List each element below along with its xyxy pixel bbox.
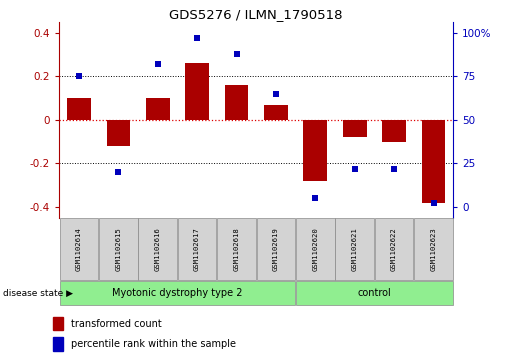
Text: GSM1102616: GSM1102616 (154, 227, 161, 270)
Point (153, 61, 162, 67)
Text: GSM1102623: GSM1102623 (431, 227, 437, 270)
Text: GSM1102620: GSM1102620 (312, 227, 318, 270)
Bar (335, 218, 374, 280)
Text: percentile rank within the sample: percentile rank within the sample (71, 339, 236, 349)
Text: disease state ▶: disease state ▶ (3, 289, 73, 298)
Bar (303, 120, 327, 181)
Bar (217, 218, 256, 280)
Bar (60, 281, 295, 305)
Bar (296, 281, 453, 305)
Text: Myotonic dystrophy type 2: Myotonic dystrophy type 2 (112, 288, 243, 298)
Point (390, 166, 398, 171)
Bar (185, 63, 209, 120)
Bar (178, 218, 216, 280)
Bar (256, 218, 295, 280)
Point (114, 169, 123, 175)
Bar (343, 120, 367, 137)
Point (430, 200, 438, 206)
Bar (60, 218, 98, 280)
Bar (375, 218, 414, 280)
Bar (53, 338, 63, 351)
Point (193, 35, 201, 41)
Bar (414, 218, 453, 280)
Text: GSM1102618: GSM1102618 (233, 227, 239, 270)
Text: GSM1102619: GSM1102619 (273, 227, 279, 270)
Point (351, 166, 359, 171)
Point (272, 91, 280, 97)
Bar (382, 120, 406, 142)
Bar (99, 218, 138, 280)
Text: GSM1102614: GSM1102614 (76, 227, 82, 270)
Text: GSM1102621: GSM1102621 (352, 227, 358, 270)
Text: GSM1102617: GSM1102617 (194, 227, 200, 270)
Text: control: control (357, 288, 391, 298)
Bar (146, 98, 169, 120)
Bar (225, 85, 248, 120)
Point (311, 195, 319, 201)
Point (75, 73, 83, 79)
Bar (264, 105, 288, 120)
Text: GSM1102615: GSM1102615 (115, 227, 122, 270)
Text: GSM1102622: GSM1102622 (391, 227, 397, 270)
Point (232, 51, 241, 57)
Bar (107, 120, 130, 146)
Bar (67, 98, 91, 120)
Text: transformed count: transformed count (71, 319, 162, 329)
Bar (53, 317, 63, 330)
Title: GDS5276 / ILMN_1790518: GDS5276 / ILMN_1790518 (169, 8, 343, 21)
Bar (296, 218, 335, 280)
Bar (422, 120, 445, 203)
Bar (139, 218, 177, 280)
